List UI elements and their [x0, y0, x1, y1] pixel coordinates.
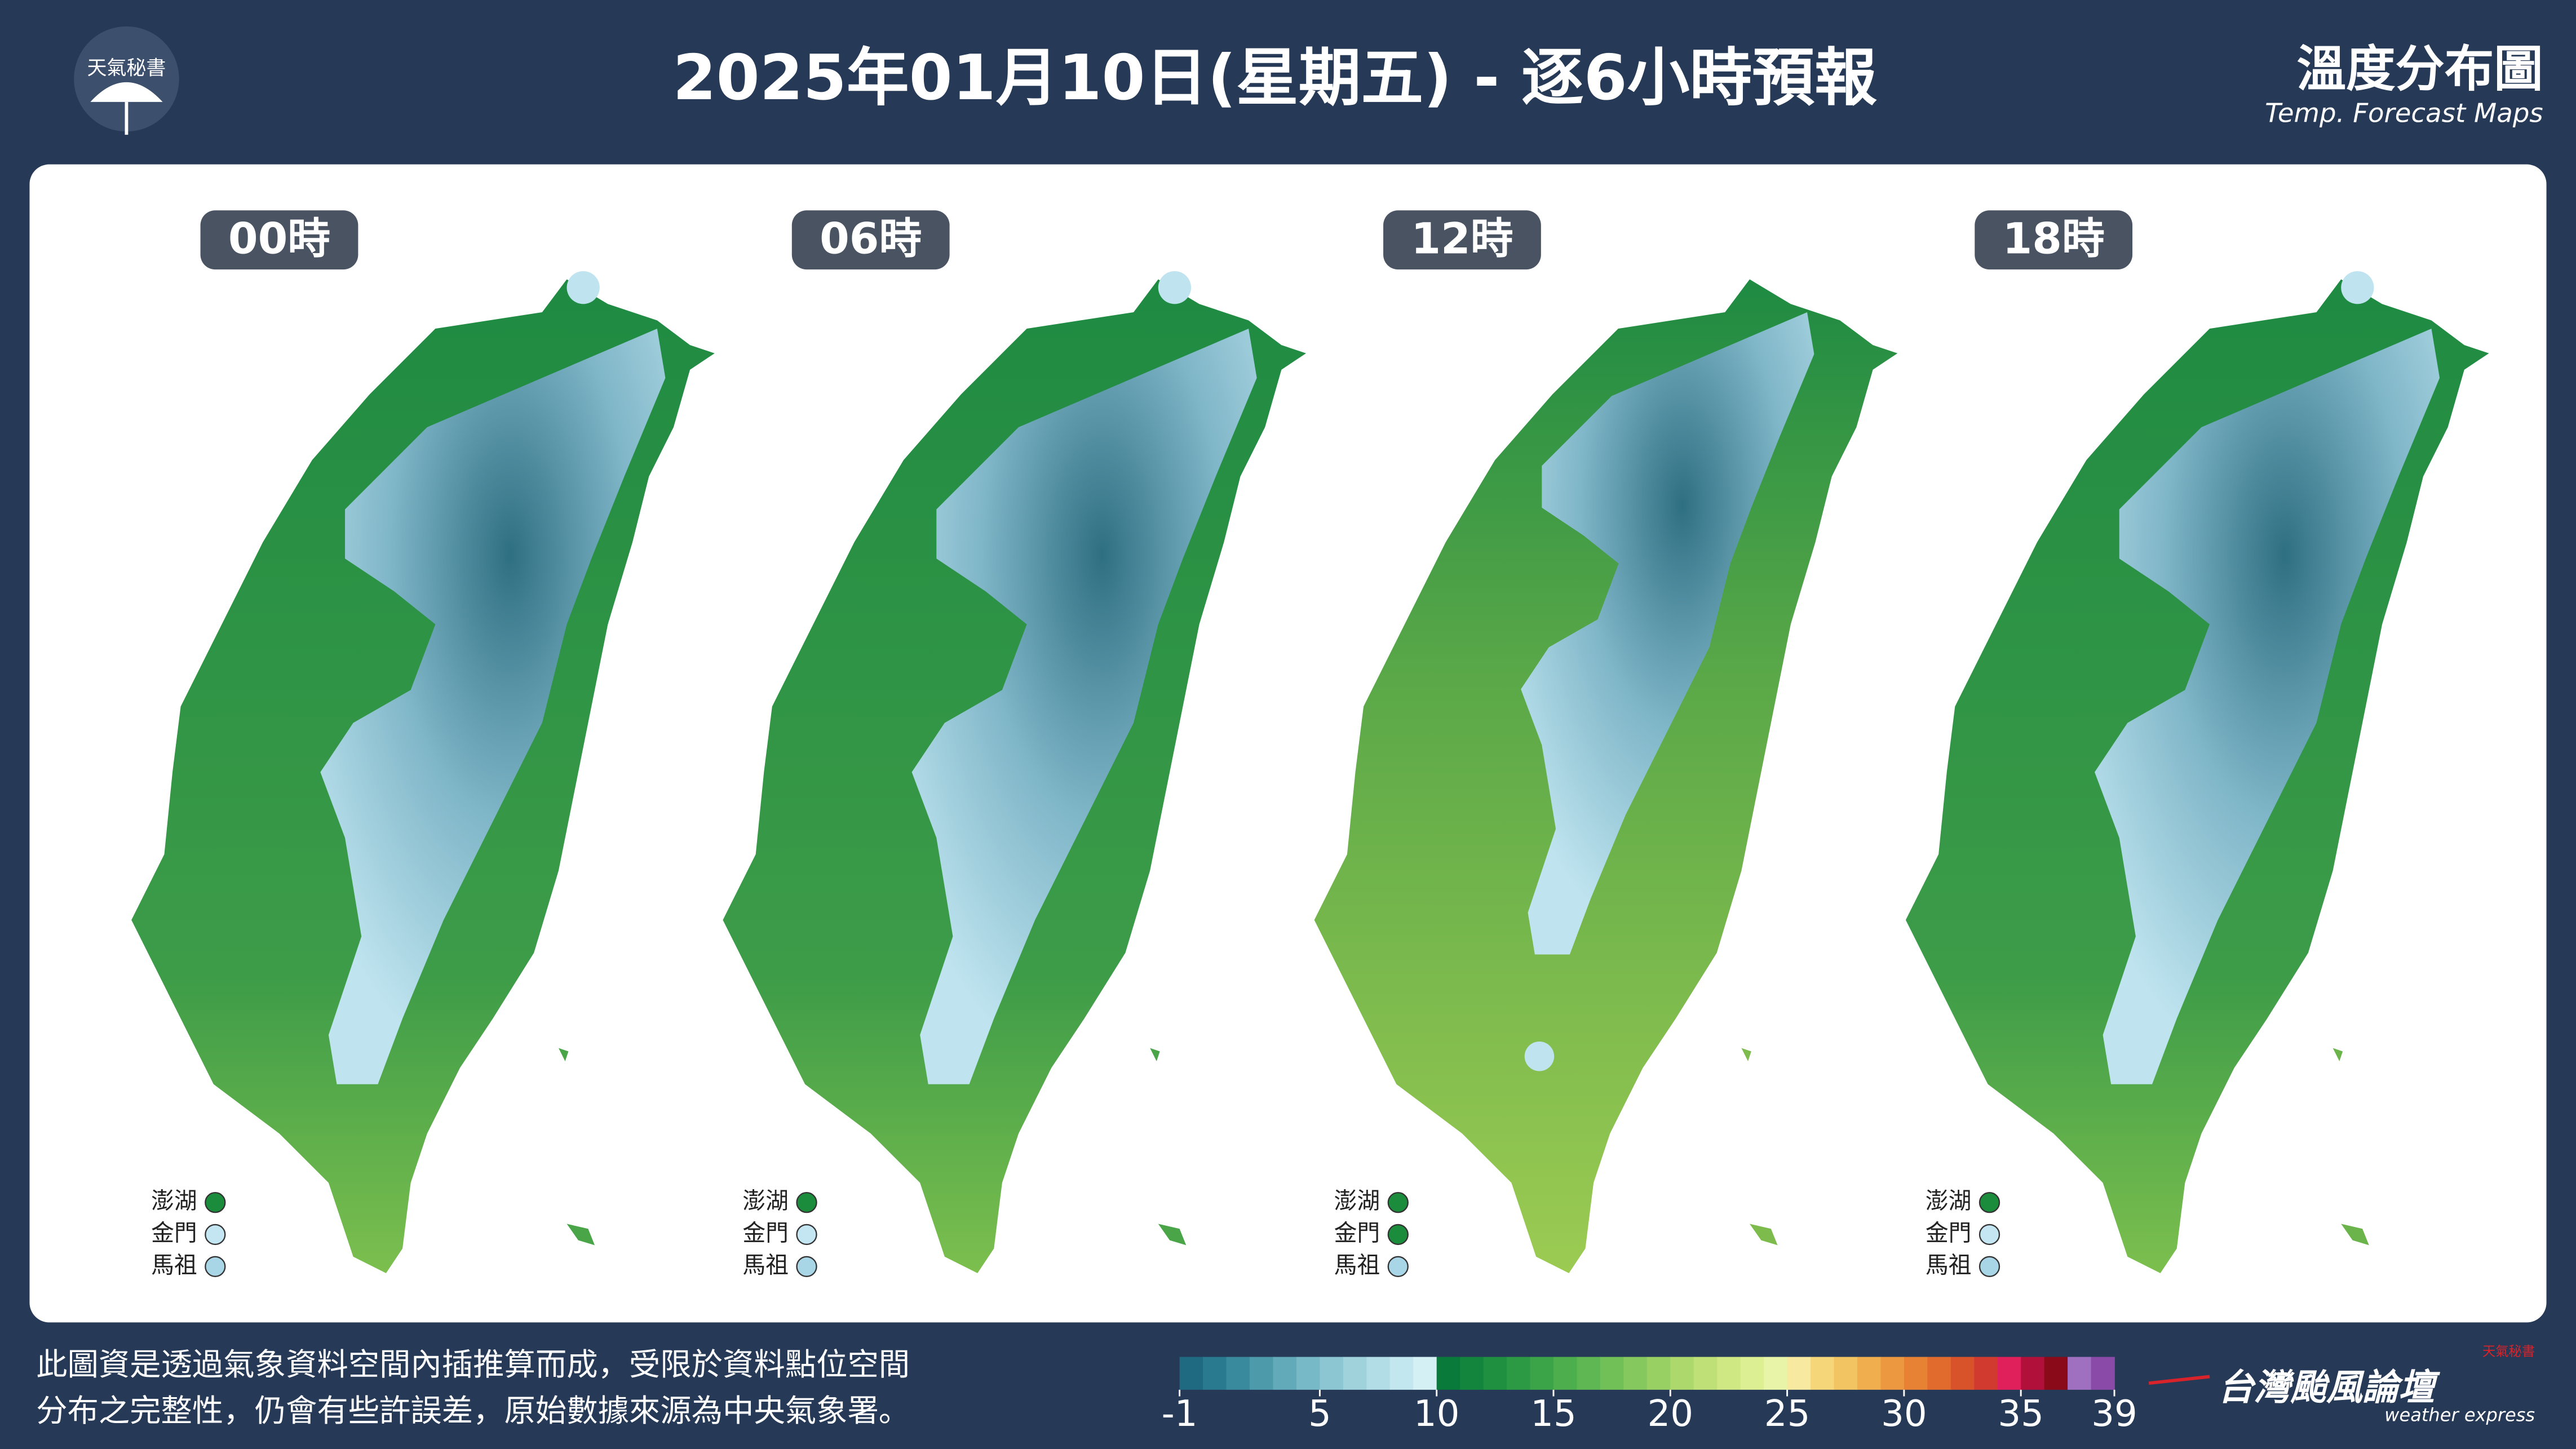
colorbar-segment	[1600, 1357, 1625, 1390]
colorbar-segment	[1857, 1357, 1882, 1390]
panel-label-box	[200, 210, 358, 270]
colorbar-segment	[1997, 1357, 2022, 1390]
colorbar-tick-label: 25	[1764, 1393, 1811, 1435]
colorbar-segment	[1389, 1357, 1414, 1390]
colorbar-segment	[1670, 1357, 1694, 1390]
colorbar-segment	[1623, 1357, 1648, 1390]
colorbar-segment	[1296, 1357, 1321, 1390]
colorbar-segment	[1507, 1357, 1531, 1390]
map-title: 溫度分布圖	[2297, 40, 2543, 98]
island-dot	[205, 1256, 226, 1277]
island-dot	[205, 1191, 226, 1213]
island-name: 金門	[742, 1219, 789, 1246]
island-dot	[796, 1256, 817, 1277]
colorbar-segment	[1717, 1357, 1741, 1390]
colorbar-segment	[1203, 1357, 1227, 1390]
colorbar-segment	[1950, 1357, 1975, 1390]
colorbar-segment	[1366, 1357, 1391, 1390]
colorbar-segment	[1646, 1357, 1671, 1390]
colorbar-segment	[1811, 1357, 1835, 1390]
colorbar-segment	[1483, 1357, 1507, 1390]
colorbar-tick-label: 10	[1414, 1393, 1460, 1435]
colorbar-segment	[1320, 1357, 1344, 1390]
panel-label: 12時	[1411, 214, 1513, 264]
island-name: 馬祖	[151, 1251, 197, 1278]
colorbar-segment	[1343, 1357, 1367, 1390]
note-line: 此圖資是透過氣象資料空間內插推算而成，受限於資料點位空間	[36, 1347, 910, 1383]
island-dot	[205, 1224, 226, 1246]
maps	[131, 271, 2489, 1273]
colorbar-segment	[1179, 1357, 1203, 1390]
island-name: 金門	[1334, 1219, 1380, 1246]
island-dot	[1979, 1256, 2000, 1277]
panel-label-box	[791, 210, 950, 270]
colorbar-segment	[1413, 1357, 1437, 1390]
colorbar-segment	[1834, 1357, 1858, 1390]
colorbar-segment	[1764, 1357, 1788, 1390]
colorbar-segment	[2021, 1357, 2045, 1390]
colorbar-segment	[2091, 1357, 2115, 1390]
colorbar-segment	[1693, 1357, 1718, 1390]
colorbar-segment	[1880, 1357, 1905, 1390]
island-name: 澎湖	[1926, 1187, 1972, 1215]
colorbar-segment	[1460, 1357, 1484, 1390]
colorbar-segment	[2044, 1357, 2068, 1390]
brand-tag: 天氣秘書	[2482, 1344, 2535, 1359]
island-name: 金門	[151, 1219, 197, 1246]
colorbar-tick-label: 30	[1881, 1393, 1927, 1435]
colorbar-segment	[1927, 1357, 1951, 1390]
colorbar-segment	[1787, 1357, 1811, 1390]
brand-line	[2148, 1375, 2210, 1385]
island-name: 澎湖	[1334, 1187, 1380, 1215]
island-name: 澎湖	[151, 1187, 197, 1215]
island-name: 馬祖	[1334, 1251, 1380, 1278]
colorbar-segment	[1436, 1357, 1461, 1390]
island-dot	[1387, 1256, 1409, 1277]
island-name: 澎湖	[742, 1187, 789, 1215]
island-dot	[1979, 1224, 2000, 1246]
colorbar-segment	[1250, 1357, 1274, 1390]
title: 2025年01月10日(星期五) - 逐6小時預報	[673, 42, 1877, 114]
colorbar-segment	[1530, 1357, 1554, 1390]
panel-label: 00時	[228, 214, 330, 264]
island-name: 馬祖	[1926, 1251, 1972, 1278]
island-dot	[796, 1224, 817, 1246]
panel-label: 18時	[2003, 214, 2105, 264]
colorbar-tick-label: -1	[1162, 1393, 1198, 1435]
island-dot	[796, 1191, 817, 1213]
colorbar-tick-label: 5	[1308, 1393, 1331, 1435]
colorbar-segment	[1577, 1357, 1601, 1390]
map-subtitle: Temp. Forecast Maps	[2265, 98, 2543, 128]
colorbar-tick-label: 20	[1647, 1393, 1693, 1435]
colorbar-segment	[1740, 1357, 1764, 1390]
island-name: 馬祖	[742, 1251, 789, 1278]
colorbar-segment	[1226, 1357, 1250, 1390]
island-dot	[1387, 1224, 1409, 1246]
colorbar-tick-label: 39	[2091, 1393, 2137, 1435]
colorbar-segment	[1904, 1357, 1928, 1390]
colorbar-tick-label: 15	[1530, 1393, 1577, 1435]
island-dot	[1387, 1191, 1409, 1213]
brand-sub: weather express	[2384, 1404, 2535, 1426]
colorbar-segment	[1553, 1357, 1578, 1390]
colorbar-segment	[2068, 1357, 2092, 1390]
panel-label: 06時	[820, 214, 922, 264]
colorbar-tick-label: 35	[1998, 1393, 2044, 1435]
note-line: 分布之完整性，仍會有些許誤差，原始數據來源為中央氣象署。	[36, 1393, 910, 1429]
logo: 天氣秘書	[74, 26, 179, 135]
colorbar-segment	[1974, 1357, 1998, 1390]
island-name: 金門	[1926, 1219, 1972, 1246]
panel-label-box	[1975, 210, 2133, 270]
colorbar-segment	[1273, 1357, 1297, 1390]
logo-text: 天氣秘書	[87, 57, 166, 80]
panel-label-box	[1383, 210, 1541, 270]
island-dot	[1979, 1191, 2000, 1213]
brand: 台灣颱風論壇	[2218, 1366, 2441, 1408]
